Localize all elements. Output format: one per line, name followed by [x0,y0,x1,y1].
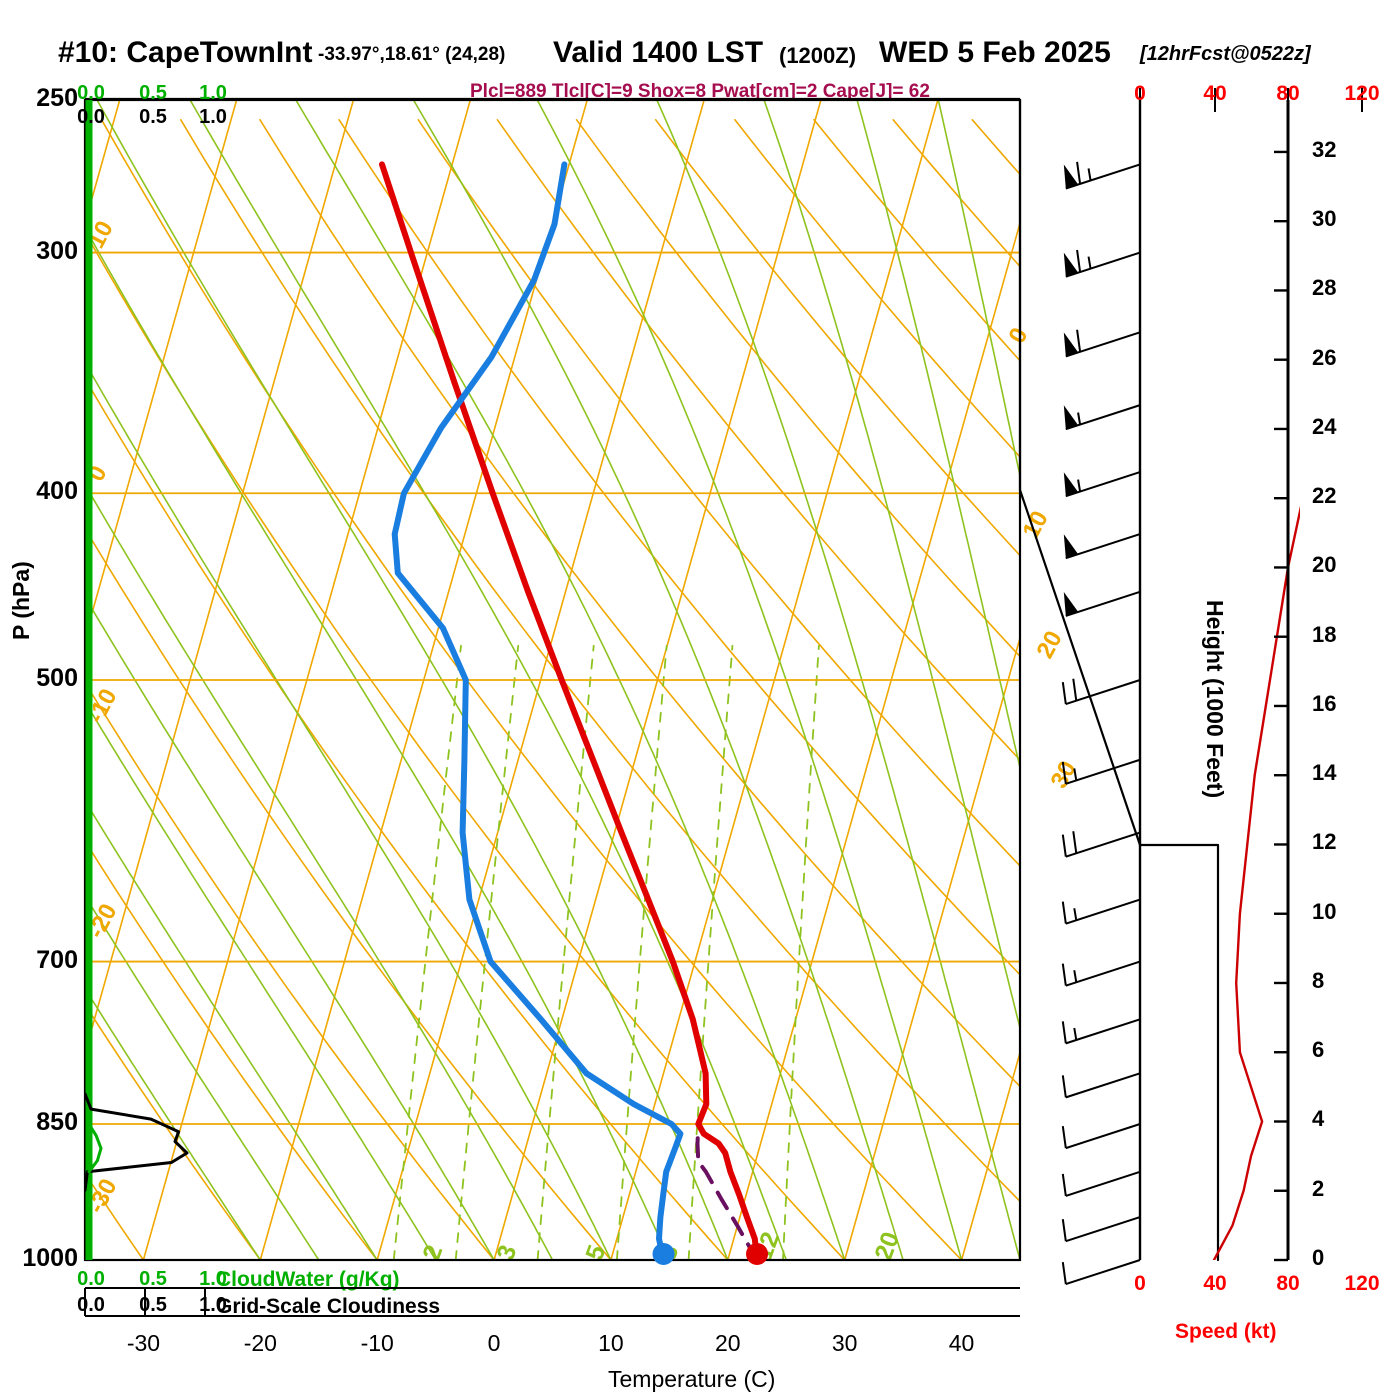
speed-tick: 0 [1134,1272,1146,1295]
cloudiness-tick: 0.5 [139,106,167,128]
height-tick: 20 [1312,552,1337,578]
valid-date: WED 5 Feb 2025 [879,36,1111,69]
height-tick: 10 [1312,898,1337,924]
temperature-tick: 0 [487,1330,501,1356]
height-tick: 24 [1312,413,1337,439]
temperature-tick: -10 [360,1330,394,1356]
speed-tick: 120 [1344,82,1380,105]
height-tick: 6 [1312,1037,1325,1063]
svg-text:20: 20 [869,1228,905,1264]
cloudwater-tick: 1.0 [199,1268,227,1290]
cloudiness-tick: 0.5 [139,1294,167,1316]
station-coordinates: -33.97°,18.61° (24,28) [318,44,506,65]
isobar-grid [85,99,1020,1261]
cloudwater-tick: 0.0 [77,82,105,104]
temperature-tick: -20 [243,1330,277,1356]
height-tick: 12 [1312,829,1337,855]
cloudwater-tick: 0.5 [139,82,167,104]
pressure-tick: 250 [36,84,78,112]
speed-tick: 120 [1344,1272,1380,1295]
svg-text:20: 20 [1031,627,1067,663]
height-tick: 30 [1312,206,1337,232]
height-tick: 18 [1312,621,1337,647]
height-tick: 28 [1312,275,1337,301]
page-title: #10: CapeTownInt [58,36,312,70]
height-tick: 8 [1312,967,1325,993]
sounding-curves [379,161,760,1260]
speed-tick: 40 [1203,82,1227,105]
cloudwater-tick: 0.0 [77,1268,105,1290]
temperature-tick: 30 [831,1330,858,1356]
temperature-axis-label: Temperature (C) [608,1366,776,1392]
pressure-tick: 700 [36,945,78,974]
height-tick: 26 [1312,344,1337,370]
wind-barb-panel [1018,98,1220,1286]
pressure-tick: 300 [36,236,78,265]
temperature-tick: 40 [948,1330,975,1356]
wind-speed-profile [1212,505,1300,1260]
speed-tick: 40 [1203,1272,1227,1295]
cloudiness-tick: 0.0 [77,106,105,128]
temperature-tick: -30 [126,1330,161,1356]
height-tick: 0 [1312,1245,1325,1270]
plot-frame [83,97,1022,1317]
pressure-tick: 850 [36,1108,78,1136]
cloud-profiles [85,100,189,1260]
cloudwater-tick: 1.0 [199,82,227,104]
temperature-tick: 20 [715,1330,741,1356]
pressure-tick: 500 [36,664,78,692]
dry-adiabat-grid [85,119,1020,1260]
cloudwater-legend-label: CloudWater (g/Kg) [216,1268,400,1291]
pressure-tick: 1000 [22,1244,78,1272]
height-tick: 14 [1312,760,1337,786]
forecast-info: [12hrFcst@0522z] [1140,43,1311,65]
mixing-ratio-grid [392,644,820,1260]
height-axis [1139,88,1363,1262]
height-tick: 4 [1312,1106,1325,1132]
cloudiness-tick: 0.0 [77,1294,105,1316]
pressure-tick: 400 [36,477,78,506]
cloudiness-tick: 1.0 [199,106,227,128]
cloudwater-tick: 0.5 [139,1268,167,1290]
station-id: #10: [58,36,119,69]
temperature-tick: 10 [598,1330,624,1356]
svg-text:0: 0 [1003,323,1033,347]
zulu-time: (1200Z) [779,43,857,68]
speed-tick: 80 [1276,82,1300,105]
cloudiness-legend-label: Grid-Scale Cloudiness [216,1295,441,1318]
surface-markers [652,1243,769,1265]
height-tick: 22 [1312,483,1337,509]
valid-time: Valid 1400 LST [553,36,764,69]
cloudiness-tick: 1.0 [199,1294,227,1316]
height-tick: 2 [1312,1175,1325,1201]
speed-axis-label: Speed (kt) [1175,1320,1277,1343]
station-name: CapeTownInt [126,36,313,69]
speed-tick: 0 [1134,82,1146,105]
height-tick: 16 [1312,690,1337,716]
sounding-parameters: Plcl=889 Tlcl[C]=9 Shox=8 Pwat[cm]=2 Cap… [470,81,930,102]
speed-tick: 80 [1276,1272,1300,1295]
height-tick: 32 [1312,136,1337,162]
